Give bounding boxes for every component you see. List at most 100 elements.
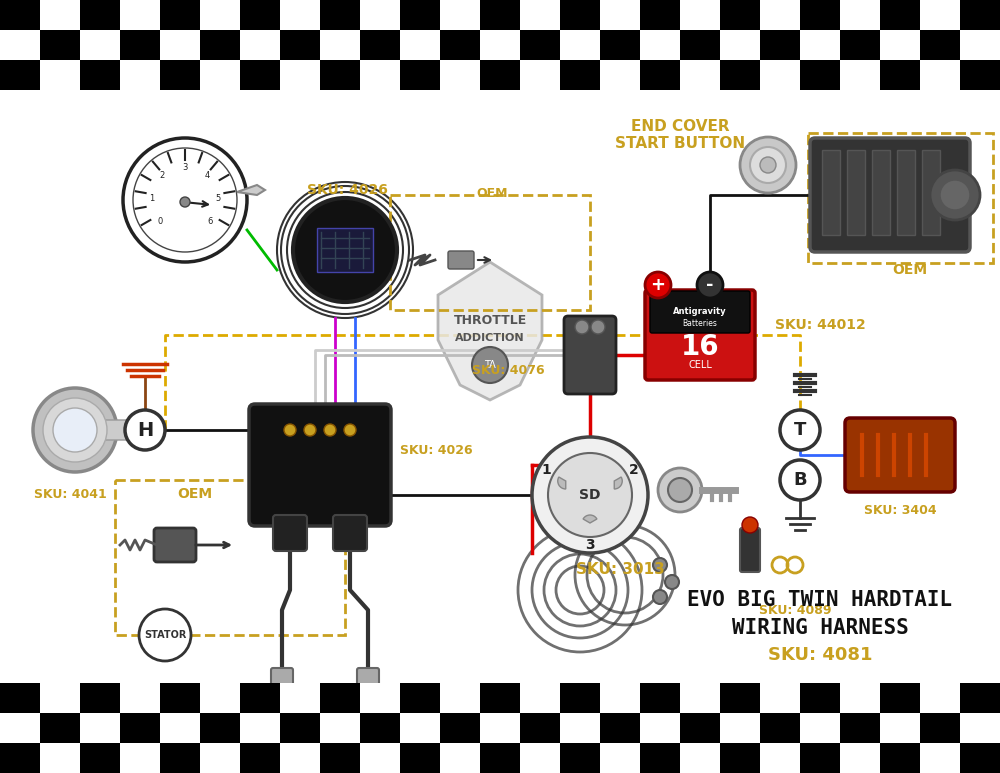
Text: 6: 6 xyxy=(208,216,213,226)
Text: 0: 0 xyxy=(157,216,162,226)
Bar xyxy=(760,0,800,30)
Bar xyxy=(680,30,720,60)
FancyBboxPatch shape xyxy=(271,668,293,707)
Bar xyxy=(920,743,960,773)
Bar xyxy=(440,713,480,743)
Text: T: T xyxy=(794,421,806,439)
Bar xyxy=(40,713,80,743)
Text: SKU: 44012: SKU: 44012 xyxy=(775,318,866,332)
Circle shape xyxy=(548,453,632,537)
FancyBboxPatch shape xyxy=(448,251,474,269)
Bar xyxy=(200,0,240,30)
Bar xyxy=(120,743,160,773)
Bar xyxy=(880,683,920,713)
Circle shape xyxy=(472,347,508,383)
Text: SKU: 3013: SKU: 3013 xyxy=(576,563,664,577)
Bar xyxy=(280,30,320,60)
Bar xyxy=(240,683,280,713)
Text: SKU: 4041: SKU: 4041 xyxy=(34,489,106,502)
Bar xyxy=(680,60,720,90)
Bar xyxy=(560,713,600,743)
Bar xyxy=(120,0,160,30)
Circle shape xyxy=(740,137,796,193)
Bar xyxy=(440,683,480,713)
Circle shape xyxy=(653,590,667,604)
Bar xyxy=(360,743,400,773)
Bar xyxy=(0,743,40,773)
Bar xyxy=(720,743,760,773)
Circle shape xyxy=(532,437,648,553)
Bar xyxy=(80,743,120,773)
Text: 2: 2 xyxy=(628,463,638,477)
Bar xyxy=(822,150,840,235)
Bar xyxy=(200,683,240,713)
Text: 4: 4 xyxy=(205,172,210,181)
FancyBboxPatch shape xyxy=(740,528,760,572)
Text: 5: 5 xyxy=(215,193,221,203)
Text: REAR: REAR xyxy=(255,765,309,773)
Bar xyxy=(80,713,120,743)
Bar xyxy=(200,713,240,743)
FancyBboxPatch shape xyxy=(249,404,391,526)
Bar xyxy=(800,743,840,773)
Text: SKU: 4076: SKU: 4076 xyxy=(472,363,545,376)
Circle shape xyxy=(645,272,671,298)
Text: OEM: OEM xyxy=(177,487,213,501)
Bar xyxy=(960,0,1000,30)
Bar xyxy=(200,30,240,60)
FancyBboxPatch shape xyxy=(564,316,616,394)
Text: OEM: OEM xyxy=(476,187,508,200)
Bar xyxy=(600,60,640,90)
Bar xyxy=(800,30,840,60)
Circle shape xyxy=(575,320,589,334)
Bar xyxy=(520,683,560,713)
Bar xyxy=(640,0,680,30)
Bar xyxy=(400,683,440,713)
Bar xyxy=(40,60,80,90)
Text: FRONT: FRONT xyxy=(334,765,402,773)
Text: STATOR: STATOR xyxy=(144,630,186,640)
Wedge shape xyxy=(614,477,622,489)
Bar xyxy=(560,60,600,90)
Bar xyxy=(840,0,880,30)
Circle shape xyxy=(591,320,605,334)
Text: B: B xyxy=(793,471,807,489)
Bar xyxy=(320,713,360,743)
Circle shape xyxy=(123,138,247,262)
Bar xyxy=(40,0,80,30)
Bar xyxy=(120,60,160,90)
Circle shape xyxy=(133,148,237,252)
Bar xyxy=(240,30,280,60)
Bar xyxy=(520,743,560,773)
FancyBboxPatch shape xyxy=(810,138,970,252)
Bar xyxy=(520,0,560,30)
Text: END COVER
START BUTTON: END COVER START BUTTON xyxy=(615,119,745,152)
Circle shape xyxy=(653,558,667,572)
Bar xyxy=(840,683,880,713)
Bar xyxy=(0,713,40,743)
Bar xyxy=(400,60,440,90)
FancyBboxPatch shape xyxy=(645,290,755,380)
Bar xyxy=(960,713,1000,743)
Bar xyxy=(840,743,880,773)
Bar xyxy=(200,60,240,90)
Circle shape xyxy=(665,575,679,589)
Circle shape xyxy=(940,180,970,210)
Bar xyxy=(640,713,680,743)
Circle shape xyxy=(760,157,776,173)
Bar xyxy=(320,0,360,30)
Bar xyxy=(847,150,865,235)
Bar xyxy=(0,683,40,713)
Bar xyxy=(0,30,40,60)
FancyBboxPatch shape xyxy=(103,420,132,440)
Text: 16: 16 xyxy=(681,333,719,361)
Bar xyxy=(480,683,520,713)
Bar xyxy=(400,30,440,60)
Bar xyxy=(520,60,560,90)
Circle shape xyxy=(780,460,820,500)
Bar xyxy=(600,683,640,713)
Circle shape xyxy=(33,388,117,472)
Text: -: - xyxy=(706,276,714,294)
Bar xyxy=(920,30,960,60)
FancyBboxPatch shape xyxy=(273,515,307,551)
